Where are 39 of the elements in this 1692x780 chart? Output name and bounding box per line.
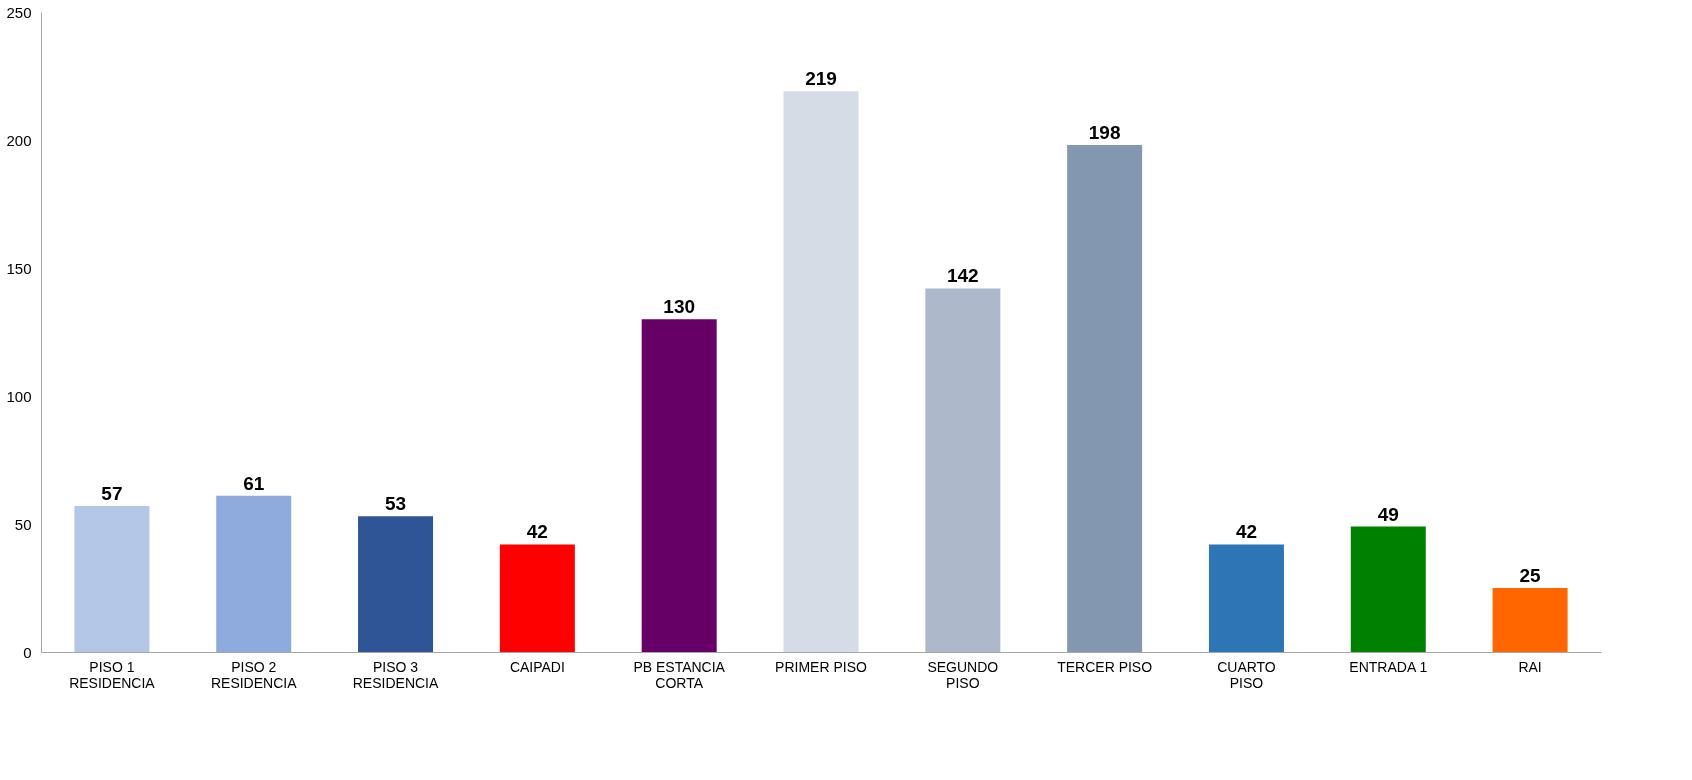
data-label: 142 <box>946 265 979 287</box>
data-label: 61 <box>243 472 265 494</box>
bar <box>1350 526 1426 652</box>
data-label: 49 <box>1377 503 1399 525</box>
y-tick-label: 100 <box>6 387 32 405</box>
bar <box>1492 588 1568 652</box>
y-tick-label: 250 <box>6 3 32 21</box>
x-tick-label: TERCER PISO <box>1057 658 1153 675</box>
y-tick-label: 50 <box>14 515 32 533</box>
data-label: 198 <box>1088 122 1121 144</box>
x-tick-label: PISO 2 RESIDENCIA <box>210 658 298 691</box>
data-label: 53 <box>384 493 407 515</box>
data-label: 25 <box>1519 565 1542 586</box>
y-tick-label: 150 <box>6 259 32 277</box>
data-label: 130 <box>663 296 696 318</box>
data-label: 219 <box>805 68 837 90</box>
data-label: 42 <box>1235 521 1258 543</box>
x-tick-label: PRIMER PISO <box>775 658 867 675</box>
data-label: 57 <box>101 483 123 505</box>
bar <box>1067 145 1143 652</box>
data-label: 42 <box>526 521 548 543</box>
bar <box>499 544 575 652</box>
x-tick-label: CUARTO PISO <box>1217 658 1276 691</box>
y-tick-label: 0 <box>23 643 32 661</box>
bar <box>358 516 434 652</box>
bar <box>925 288 1001 652</box>
bar <box>783 91 859 652</box>
x-tick-label: CAIPADI <box>509 658 565 675</box>
bar <box>641 319 717 652</box>
x-tick-label: PISO 1 RESIDENCIA <box>69 658 156 691</box>
x-tick-label: ENTRADA 1 <box>1349 658 1428 675</box>
bar <box>74 506 150 652</box>
x-tick-label: PB ESTANCIA CORTA <box>633 658 726 691</box>
bar <box>1208 544 1284 652</box>
bar <box>216 495 292 652</box>
y-tick-label: 200 <box>6 131 32 149</box>
x-tick-label: PISO 3 RESIDENCIA <box>352 658 439 691</box>
x-tick-label: SEGUNDO PISO <box>927 658 999 691</box>
x-tick-label: RAI <box>1518 658 1542 675</box>
